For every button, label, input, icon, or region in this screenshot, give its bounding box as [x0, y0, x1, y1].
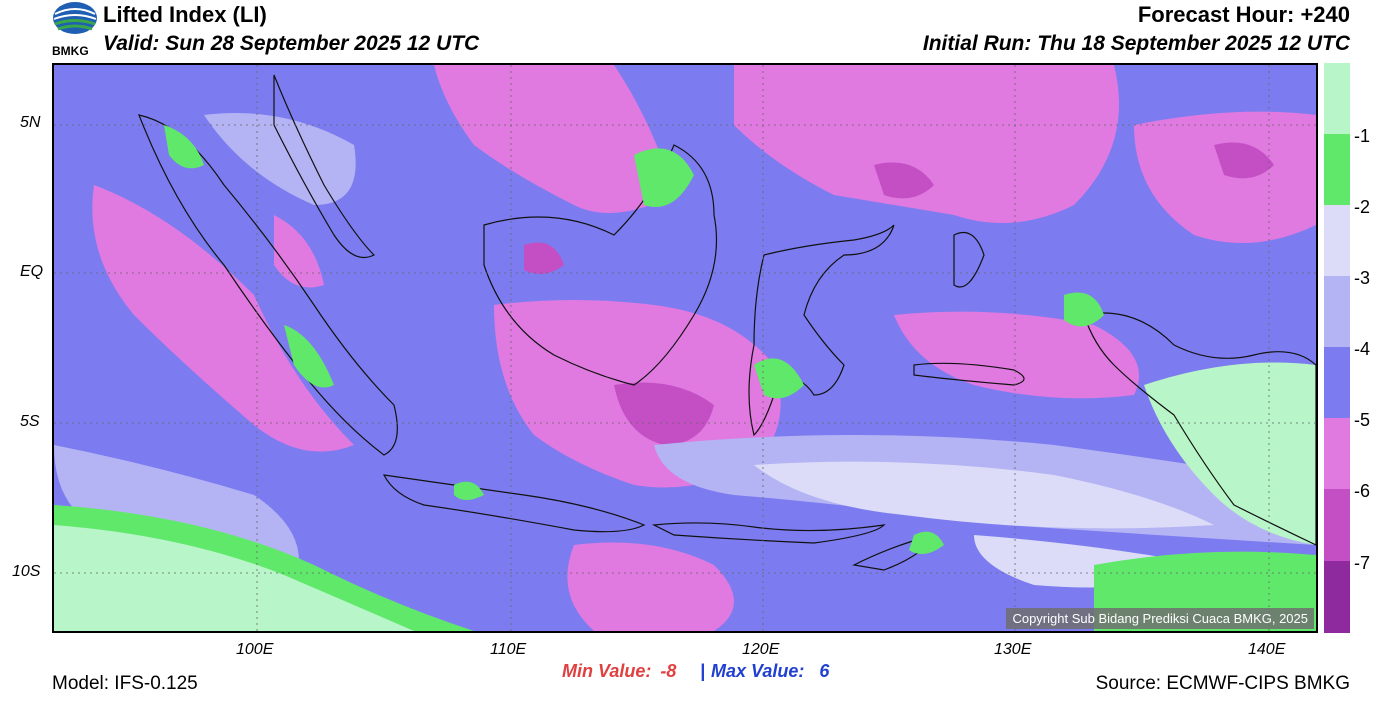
colorbar-segment [1324, 561, 1350, 633]
stable-patches [164, 125, 1104, 554]
lon-label-110e: 110E [490, 641, 527, 658]
lat-label-eq: EQ [20, 263, 44, 280]
colorbar-label: -3 [1354, 268, 1371, 288]
colorbar-segment [1324, 205, 1350, 276]
lon-label-120e: 120E [742, 641, 780, 658]
colorbar [1324, 63, 1350, 633]
very-stable-band [54, 525, 414, 631]
lat-label-10s: 10S [12, 563, 41, 580]
colorbar-label: -6 [1354, 481, 1371, 501]
colorbar-segment [1324, 63, 1350, 134]
lat-label-5n: 5N [20, 114, 41, 131]
coastlines [138, 74, 1316, 571]
colorbar-segment [1324, 489, 1350, 561]
grid-lines [54, 65, 1316, 631]
max-value: 6 [819, 661, 830, 681]
colorbar-label: -4 [1354, 339, 1371, 359]
min-value-label: Min Value: -8 [562, 661, 676, 682]
max-label: Max Value: [711, 661, 805, 681]
model-name: Model: IFS-0.125 [52, 673, 198, 694]
colorbar-label: -5 [1354, 410, 1371, 430]
logo-text: BMKG [52, 44, 89, 58]
copyright-notice: Copyright Sub Bidang Prediksi Cuaca BMKG… [1006, 608, 1314, 629]
colorbar-label: -2 [1354, 197, 1371, 217]
forecast-hour: Forecast Hour: +240 [1137, 2, 1350, 27]
unstable-zone [92, 65, 1316, 631]
valid-time: Valid: Sun 28 September 2025 12 UTC [103, 32, 480, 55]
colorbar-segment [1324, 418, 1350, 489]
min-value: -8 [660, 661, 677, 681]
colorbar-label: -1 [1354, 126, 1371, 146]
colorbar-segment [1324, 276, 1350, 347]
lon-label-100e: 100E [236, 641, 274, 658]
new-guinea-region [1144, 362, 1316, 545]
max-value-label: Max Value: 6 [711, 661, 829, 682]
colorbar-segment [1324, 134, 1350, 205]
colorbar-label: -7 [1354, 553, 1371, 573]
strong-unstable-zone [524, 142, 1274, 445]
lon-label-140e: 140E [1248, 641, 1286, 658]
data-source: Source: ECMWF-CIPS BMKG [1095, 673, 1350, 694]
bmkg-logo: BMKG [50, 0, 100, 60]
lifted-index-map: Copyright Sub Bidang Prediksi Cuaca BMKG… [52, 63, 1318, 633]
min-label: Min Value: [562, 661, 652, 681]
map-title: Lifted Index (LI) [103, 2, 267, 27]
initial-run: Initial Run: Thu 18 September 2025 12 UT… [922, 32, 1350, 55]
separator: | [700, 661, 706, 681]
lon-label-130e: 130E [994, 641, 1032, 658]
lat-label-5s: 5S [20, 413, 40, 430]
colorbar-segment [1324, 347, 1350, 418]
